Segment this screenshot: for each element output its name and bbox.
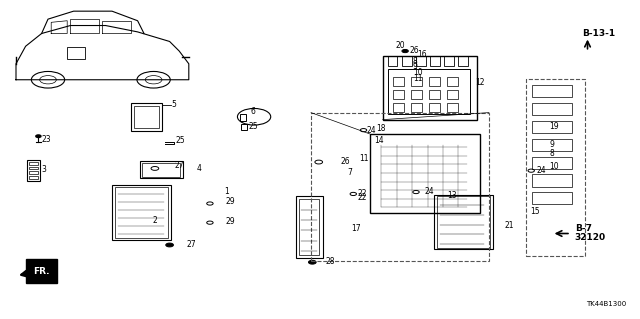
Bar [134,106,159,128]
Bar [29,171,38,174]
Text: TK44B1300: TK44B1300 [586,301,626,307]
Text: 20: 20 [396,41,405,50]
Text: 19: 19 [549,122,559,131]
Bar [241,124,247,130]
Bar [416,56,426,66]
Bar [115,187,168,238]
Bar [447,77,458,86]
Bar [411,77,422,86]
Circle shape [308,260,316,264]
Bar [532,192,572,204]
Bar [532,139,572,151]
Bar [29,162,38,165]
Bar [402,56,412,66]
Bar [67,47,85,59]
Bar [437,196,490,248]
Text: 23: 23 [42,135,51,144]
Bar [532,103,572,115]
Bar [458,56,468,66]
Text: 11: 11 [360,154,369,163]
Text: 3: 3 [42,165,47,174]
Text: 24: 24 [536,166,546,174]
Bar [311,113,489,261]
Bar [444,56,454,66]
Text: 29: 29 [225,197,235,206]
Bar [393,103,404,112]
Bar [429,103,440,112]
Bar [434,195,493,249]
Text: 8: 8 [413,57,417,66]
Text: 22: 22 [357,193,367,202]
Bar [411,90,422,99]
Text: 26: 26 [410,46,419,55]
Bar [447,90,458,99]
Bar [29,167,38,169]
Bar [532,157,572,169]
Bar [27,160,40,181]
Bar [388,56,397,66]
Circle shape [402,49,408,53]
Bar [393,90,404,99]
Bar [430,56,440,66]
Text: 6: 6 [251,107,256,116]
Text: 26: 26 [340,157,350,166]
Bar [140,161,183,178]
Bar [29,176,38,179]
Text: 10: 10 [549,162,559,171]
Text: 24: 24 [366,126,376,135]
Bar [532,85,572,97]
Text: 12: 12 [475,78,484,87]
Text: 7: 7 [347,168,352,177]
Circle shape [36,135,41,137]
Text: 27: 27 [174,161,184,170]
Text: 10: 10 [413,68,422,77]
Text: 25: 25 [175,137,185,145]
Bar [112,185,171,240]
Text: 24: 24 [425,187,435,196]
Bar [388,69,470,114]
Text: 9: 9 [413,63,418,71]
Text: 18: 18 [376,124,386,133]
Bar [429,90,440,99]
Bar [532,121,572,133]
Text: 2: 2 [152,216,157,225]
Bar [142,163,180,177]
Bar [370,134,480,213]
Bar [393,77,404,86]
Text: 29: 29 [225,217,235,226]
Text: 11: 11 [413,74,422,83]
Text: 25: 25 [248,122,258,130]
Text: 4: 4 [197,164,202,173]
Text: 16: 16 [417,50,427,59]
Bar [383,56,477,120]
Bar [411,103,422,112]
Circle shape [166,243,173,247]
Text: 32120: 32120 [575,233,606,242]
Text: 17: 17 [351,224,360,233]
Bar [532,174,572,187]
Text: 28: 28 [325,257,335,266]
Text: 9: 9 [549,140,554,149]
Text: 5: 5 [172,100,177,109]
Text: 21: 21 [504,221,514,230]
Text: 8: 8 [549,149,554,158]
Bar [447,103,458,112]
Bar [296,196,323,258]
Text: 15: 15 [530,207,540,216]
Text: 22: 22 [357,189,367,198]
Bar [429,77,440,86]
Bar [240,114,246,121]
Text: FR.: FR. [33,267,50,276]
Bar [131,103,162,131]
Text: 13: 13 [447,191,456,200]
Text: 14: 14 [374,137,384,145]
Text: 27: 27 [187,240,196,249]
Text: B-7: B-7 [575,224,592,233]
Bar [526,79,585,256]
Text: B-13-1: B-13-1 [582,29,615,38]
Text: 1: 1 [224,187,228,196]
Bar [299,199,319,255]
